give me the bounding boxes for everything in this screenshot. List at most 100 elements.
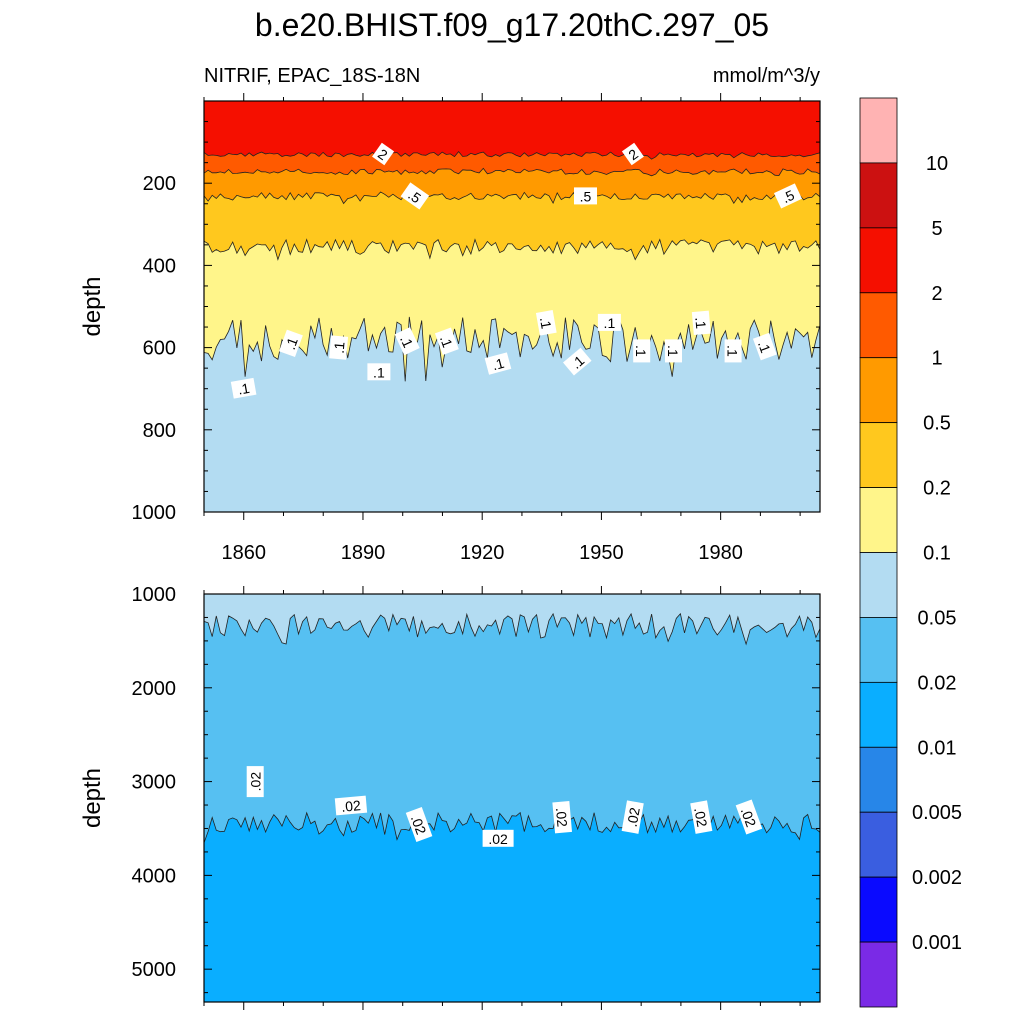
colorbar-swatch [859, 552, 898, 618]
contour-label: .02 [552, 800, 573, 834]
svg-text:.1: .1 [755, 339, 774, 356]
colorbar-legend: 10 5 2 1 0.5 0.2 0.1 0.05 0.02 0.01 0.005 0.002 0.00… [859, 97, 962, 1008]
svg-text:.5: .5 [580, 188, 592, 204]
contour-label: .02 [621, 800, 644, 834]
svg-text:.1: .1 [373, 364, 385, 380]
contour-label: .1 [597, 313, 621, 331]
colorbar-swatch [859, 941, 898, 1008]
colorbar-label: 1 [931, 348, 942, 370]
colorbar-label: 0.005 [912, 802, 962, 824]
contour-label: .1 [367, 363, 391, 381]
colorbar-swatch [859, 487, 898, 553]
contour-label: .5 [574, 187, 597, 205]
svg-text:.02: .02 [691, 806, 710, 828]
svg-text:.1: .1 [692, 316, 709, 329]
contour-label: .5 [773, 183, 803, 209]
contour-label: .1 [535, 310, 557, 336]
contour-label: .02 [690, 800, 713, 834]
colorbar-label: 10 [926, 153, 948, 175]
colorbar-swatch [859, 357, 898, 424]
y-tick-label: 1000 [132, 584, 177, 606]
colorbar-label: 0.002 [912, 867, 962, 889]
svg-text:.1: .1 [237, 380, 251, 398]
contour-line-1 [204, 167, 820, 177]
chart-title: b.e20.BHIST.f09_g17.20thC.297_05 [255, 7, 769, 43]
contour-label: .02 [405, 807, 433, 843]
colorbar-label: 0.1 [923, 543, 951, 565]
contour-label: .02 [246, 766, 264, 798]
y-axis-label: depth [79, 768, 106, 828]
contour-band-2 [204, 168, 820, 204]
contour-band-3 [204, 192, 820, 260]
svg-text:.1: .1 [282, 335, 301, 352]
colorbar-swatch [859, 97, 898, 164]
svg-text:.1: .1 [437, 333, 456, 350]
svg-text:.02: .02 [248, 772, 264, 792]
colorbar-swatch [859, 811, 898, 878]
y-tick-label: 3000 [132, 772, 177, 794]
x-tick-label: 1920 [460, 542, 505, 564]
svg-text:.1: .1 [490, 355, 506, 374]
colorbar-label: 2 [931, 283, 942, 305]
y-tick-label: 4000 [132, 865, 177, 887]
colorbar-label: 0.5 [923, 413, 951, 435]
colorbar-swatch [859, 227, 898, 294]
contour-line-2 [204, 150, 820, 160]
contour-label: .5 [400, 182, 430, 210]
svg-text:.1: .1 [633, 345, 649, 357]
contour-label: .1 [329, 335, 349, 360]
lower-depth-panel: .02 .02 .02 .02 .02 .02 .02 .02 1000 2000 3000 4000… [79, 584, 821, 1010]
colorbar-label: 5 [931, 218, 942, 240]
colorbar-swatch [859, 746, 898, 813]
contour-label: .1 [484, 352, 512, 375]
svg-text:.02: .02 [408, 813, 430, 837]
colorbar-label: 0.02 [918, 672, 957, 694]
contour-label: .1 [724, 339, 742, 363]
colorbar-swatch [859, 292, 898, 359]
contour-fills [204, 101, 820, 512]
svg-text:.1: .1 [665, 345, 681, 357]
y-axis-label: depth [79, 276, 106, 336]
contour-label: .1 [563, 347, 592, 376]
contour-line-0.02 [204, 811, 820, 844]
x-tick-label: 1890 [341, 542, 386, 564]
contour-line-0.05 [204, 612, 820, 646]
contour-label: .1 [279, 329, 303, 358]
contour-label: .02 [334, 795, 368, 816]
chart-subtitle-left: NITRIF, EPAC_18S-18N [204, 65, 420, 87]
y-tick-label: 1000 [132, 502, 177, 524]
contour-band-0 [204, 594, 820, 645]
contour-band-0 [204, 101, 820, 160]
contour-label: .02 [735, 799, 763, 835]
y-tick-label: 5000 [132, 959, 177, 981]
contour-label: .1 [691, 310, 711, 336]
svg-text:.02: .02 [488, 831, 508, 847]
colorbar-swatch [859, 681, 898, 748]
contour-label: 2 [621, 142, 644, 166]
colorbar-swatch [859, 162, 898, 229]
contour-label: .1 [434, 327, 459, 355]
contour-band-2 [204, 812, 820, 1002]
svg-text:.02: .02 [738, 805, 760, 829]
svg-text:.1: .1 [537, 316, 555, 330]
svg-text:.1: .1 [331, 341, 348, 354]
svg-text:.02: .02 [553, 807, 571, 828]
y-tick-label: 600 [143, 338, 176, 360]
y-tick-label: 800 [143, 420, 176, 442]
contour-label: .1 [752, 332, 777, 361]
contour-line-0.2 [204, 238, 820, 261]
svg-text:.1: .1 [725, 345, 741, 357]
contour-fills [204, 594, 820, 1002]
y-tick-label: 400 [143, 255, 176, 277]
svg-text:.02: .02 [624, 806, 643, 828]
contour-label: .1 [633, 339, 651, 363]
plot-frame [203, 593, 821, 1003]
chart-subtitle-right: mmol/m^3/y [713, 65, 820, 87]
upper-depth-panel: 2 2.5.5.5.1.1.1.1.1.1.1.1.1.1.1.1.1.1.118… [79, 93, 821, 564]
y-tick-label: 2000 [132, 678, 177, 700]
contour-line-0.1 [204, 316, 820, 382]
contour-band-1 [204, 151, 820, 176]
svg-text:.02: .02 [341, 797, 362, 815]
contour-line-0.5 [204, 191, 820, 205]
